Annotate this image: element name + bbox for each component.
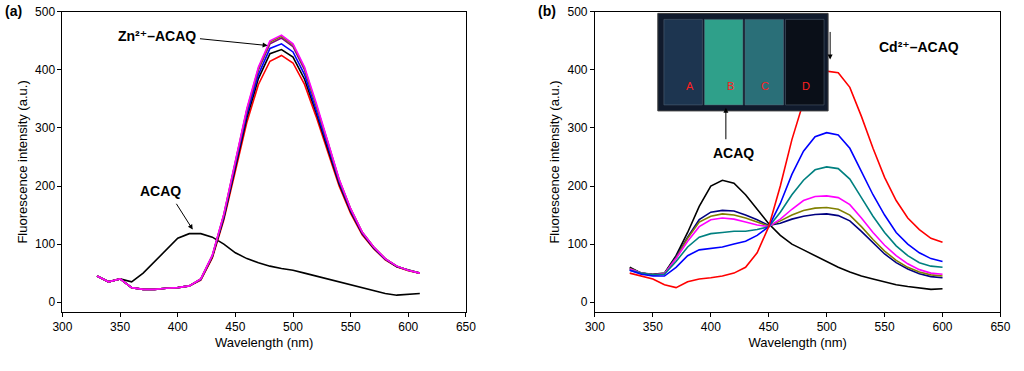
svg-text:0: 0 <box>581 295 588 309</box>
svg-text:Wavelength (nm): Wavelength (nm) <box>748 335 847 350</box>
svg-text:100: 100 <box>35 237 55 251</box>
svg-text:450: 450 <box>225 320 245 334</box>
svg-text:350: 350 <box>110 320 130 334</box>
svg-text:B: B <box>727 80 734 92</box>
svg-text:100: 100 <box>568 237 588 251</box>
svg-text:200: 200 <box>35 179 55 193</box>
svg-text:A: A <box>686 80 694 92</box>
svg-text:600: 600 <box>932 320 952 334</box>
svg-text:Wavelength (nm): Wavelength (nm) <box>215 335 314 350</box>
svg-text:300: 300 <box>52 320 72 334</box>
svg-text:300: 300 <box>585 320 605 334</box>
svg-text:500: 500 <box>568 5 588 19</box>
svg-text:350: 350 <box>643 320 663 334</box>
svg-text:450: 450 <box>759 320 779 334</box>
svg-text:0: 0 <box>48 295 55 309</box>
svg-text:400: 400 <box>568 63 588 77</box>
svg-text:ACAQ: ACAQ <box>140 183 181 199</box>
svg-text:550: 550 <box>875 320 895 334</box>
svg-text:200: 200 <box>568 179 588 193</box>
svg-text:550: 550 <box>341 320 361 334</box>
svg-text:Cd²⁺–ACAQ: Cd²⁺–ACAQ <box>879 39 959 55</box>
svg-text:300: 300 <box>35 121 55 135</box>
svg-text:Fluorescence intensity (a.u.): Fluorescence intensity (a.u.) <box>547 80 562 243</box>
svg-text:400: 400 <box>168 320 188 334</box>
svg-text:500: 500 <box>817 320 837 334</box>
svg-text:400: 400 <box>35 63 55 77</box>
svg-text:400: 400 <box>701 320 721 334</box>
svg-text:ACAQ: ACAQ <box>713 145 754 161</box>
svg-text:300: 300 <box>568 121 588 135</box>
svg-text:650: 650 <box>990 320 1010 334</box>
svg-text:600: 600 <box>398 320 418 334</box>
svg-text:Fluorescence intensity (a.u.): Fluorescence intensity (a.u.) <box>15 80 30 243</box>
svg-text:D: D <box>802 80 810 92</box>
svg-text:C: C <box>761 80 769 92</box>
svg-text:Zn²⁺–ACAQ: Zn²⁺–ACAQ <box>118 28 196 44</box>
svg-text:(a): (a) <box>5 3 22 19</box>
svg-text:500: 500 <box>35 5 55 19</box>
svg-text:(b): (b) <box>538 3 556 19</box>
svg-text:650: 650 <box>456 320 476 334</box>
svg-text:500: 500 <box>283 320 303 334</box>
